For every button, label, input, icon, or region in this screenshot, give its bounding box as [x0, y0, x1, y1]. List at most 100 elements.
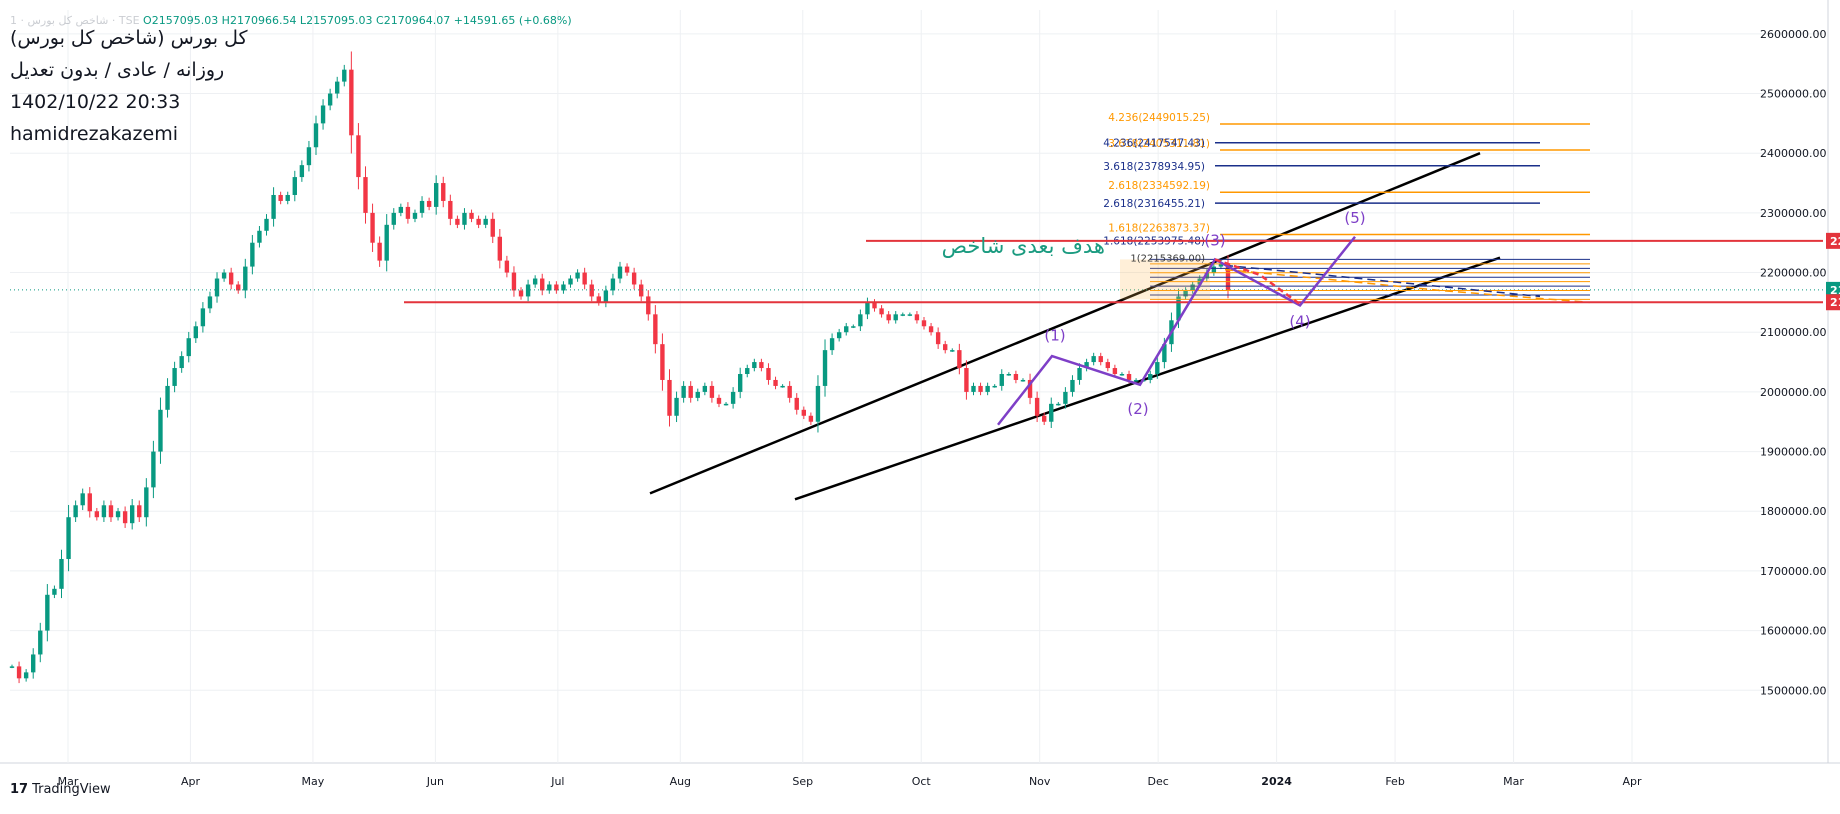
time-tick-label: Nov	[1029, 775, 1051, 788]
candle-body	[462, 212, 467, 225]
candle-body	[101, 505, 107, 518]
fib-blue-label: 4.236(2417547.43)	[1103, 138, 1205, 150]
candle-body	[815, 385, 821, 422]
fib-cluster-label-box	[1120, 259, 1210, 300]
candle-body	[278, 194, 283, 201]
tradingview-logo[interactable]: 17 TradingView	[10, 782, 111, 797]
candle-body	[992, 385, 997, 388]
candle-body	[780, 385, 785, 388]
level-layer: 2253125.48 2170964.072150261.82 هدف بعدی ش…	[404, 232, 1840, 311]
candle-body	[1183, 290, 1188, 297]
candle-body	[405, 206, 411, 219]
candle-body	[497, 236, 503, 261]
candle-body	[950, 350, 955, 352]
last-price-tag-bg	[1826, 281, 1840, 298]
price-tick-label: 1900000.00	[1760, 446, 1826, 459]
candle-body	[207, 296, 213, 309]
wave-label: (2)	[1127, 400, 1148, 418]
candle-body	[737, 374, 743, 392]
candle-body	[504, 260, 510, 273]
symbol-prefix: شاخص کل بورس · 1 · TSE	[10, 14, 140, 27]
candle-body	[617, 266, 623, 279]
fib-orange-label: 2.618(2334592.19)	[1108, 180, 1210, 192]
candle-body	[469, 212, 474, 219]
candle-body	[723, 403, 729, 406]
candle-body	[1098, 356, 1103, 363]
candle-body	[561, 284, 566, 291]
candle-body	[681, 385, 686, 398]
candle-body	[327, 93, 333, 106]
candle-body	[829, 338, 835, 351]
fib-layer: 4.236(2449015.25) 3.618(2405311.81) 2.618(…	[1103, 112, 1591, 304]
candle-body	[1034, 397, 1040, 416]
candle-body	[87, 493, 92, 512]
candle-body	[433, 183, 439, 207]
candle-body	[335, 81, 340, 94]
price-tick-label: 1500000.00	[1760, 684, 1826, 697]
price-tick-label: 2600000.00	[1760, 28, 1826, 41]
candle-body	[363, 177, 368, 213]
candle-body	[957, 350, 962, 369]
candle-body	[971, 385, 976, 392]
time-tick-label: Mar	[58, 775, 79, 788]
candle-body	[73, 505, 78, 518]
candle-body	[264, 218, 269, 231]
price-tick-label: 2500000.00	[1760, 88, 1826, 101]
candle-body	[1020, 379, 1026, 382]
candle-body	[1211, 266, 1217, 273]
wave-label: (5)	[1344, 209, 1365, 227]
candle-body	[1091, 356, 1096, 363]
candle-body	[631, 272, 637, 285]
candle-body	[822, 350, 828, 386]
time-tick-label: Sep	[792, 775, 813, 788]
time-tick-label: Apr	[181, 775, 201, 788]
candle-body	[787, 385, 792, 398]
candle-body	[540, 278, 545, 291]
channel-layer	[649, 152, 1501, 501]
candle-body	[1013, 374, 1019, 380]
wave-layer: (1) (2) (3) (4) (5)	[997, 209, 1366, 426]
candle-body	[624, 266, 630, 273]
wave-path	[997, 235, 1356, 426]
candle-body	[667, 379, 672, 416]
candle-body	[893, 314, 898, 321]
projection-orange-dashed	[1224, 268, 1591, 304]
price-tick-label: 2200000.00	[1760, 267, 1826, 280]
candle-body	[16, 666, 22, 679]
candle-body	[1148, 374, 1153, 380]
candle-body	[858, 314, 863, 327]
candle-body	[801, 409, 807, 416]
candle-body	[886, 314, 891, 321]
candle-body	[568, 278, 573, 285]
candle-body	[228, 272, 234, 285]
price-tick-label: 2000000.00	[1760, 386, 1826, 399]
candle-body	[596, 296, 601, 303]
time-tick-label: Aug	[670, 775, 691, 788]
title-block: کل بورس (شاخص کل بورس) روزانه / عادی / ب…	[10, 22, 248, 150]
candle-body	[985, 385, 990, 392]
time-tick-label: Mar	[1503, 775, 1524, 788]
channel-lower-line	[794, 256, 1501, 501]
chart-author: hamidrezakazemi	[10, 123, 178, 145]
candle-body	[1190, 284, 1195, 291]
candle-body	[907, 314, 913, 316]
time-tick-label: May	[302, 775, 325, 788]
last-price-tag: 2170964.07	[1830, 284, 1840, 297]
candle-body	[702, 385, 708, 392]
candle-body	[52, 588, 57, 595]
time-tick-label: Apr	[1622, 775, 1642, 788]
candle-body	[865, 302, 870, 315]
candle-body	[441, 183, 446, 201]
candle-body	[943, 344, 948, 351]
axis-layer: 1500000.00 1600000.00 1700000.00 1800000.00…	[58, 28, 1827, 788]
candle-body	[610, 278, 616, 291]
candle-body	[250, 242, 255, 267]
candle-body	[398, 206, 404, 213]
candle-body	[45, 594, 50, 631]
candle-body	[236, 284, 241, 291]
price-tick-label: 1700000.00	[1760, 565, 1826, 578]
candle-body	[1041, 415, 1047, 422]
candle-body	[794, 397, 799, 410]
